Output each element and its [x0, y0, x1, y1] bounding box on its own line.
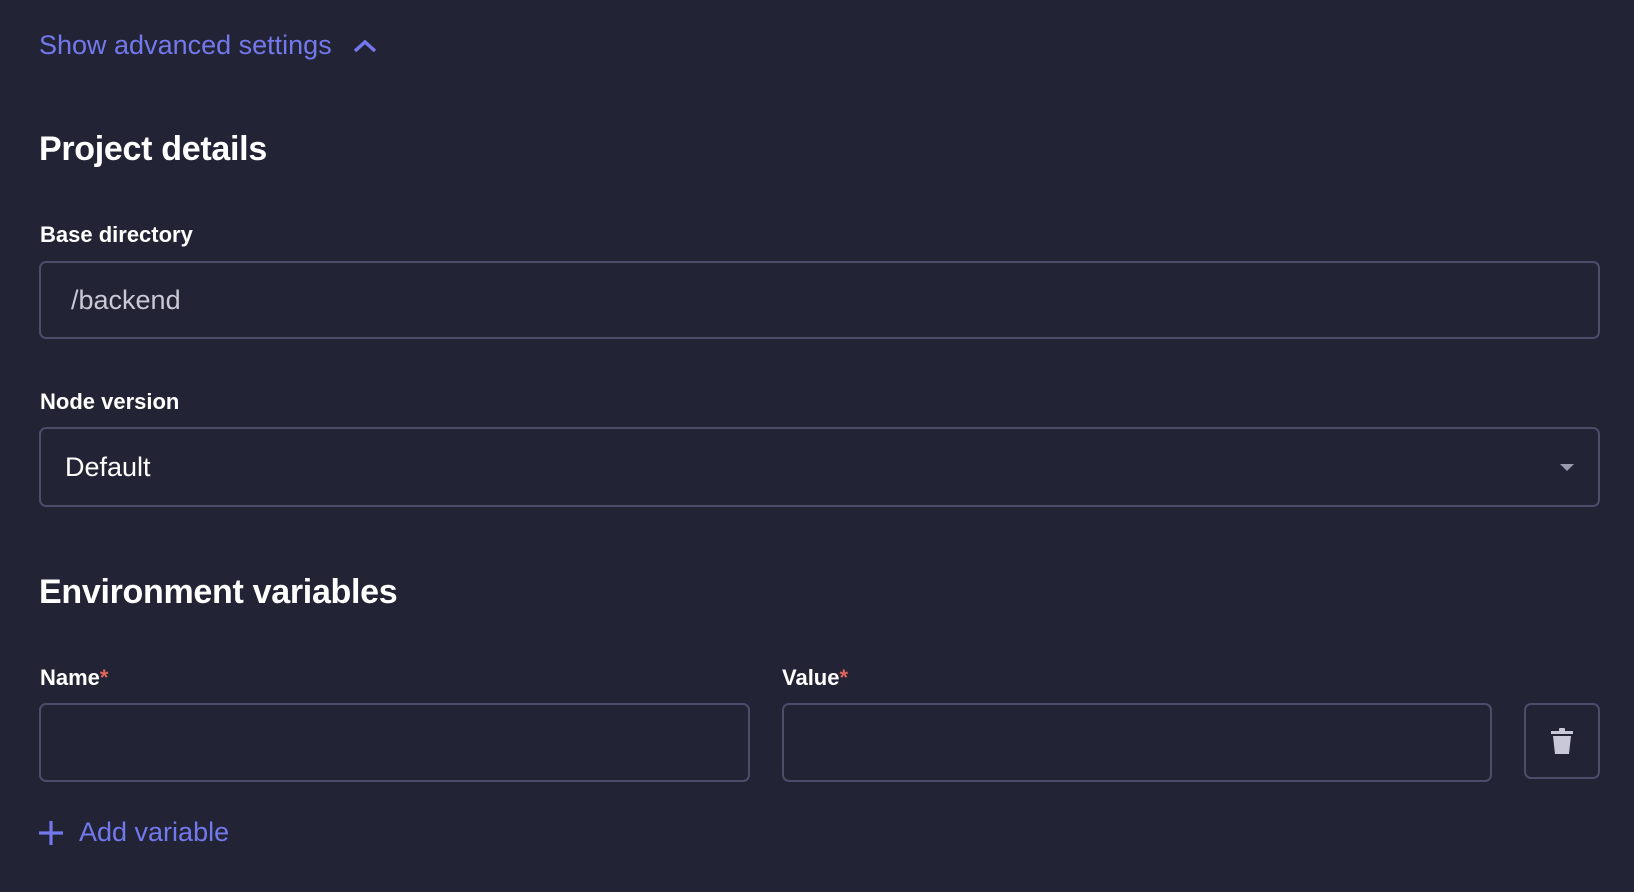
show-advanced-settings-label: Show advanced settings	[39, 30, 332, 60]
environment-variables-heading: Environment variables	[39, 573, 398, 611]
env-value-input[interactable]	[782, 703, 1492, 782]
dropdown-caret-icon	[1560, 463, 1574, 471]
env-value-label: Value*	[782, 665, 849, 690]
project-details-heading: Project details	[39, 130, 267, 168]
env-name-input[interactable]	[39, 703, 750, 782]
env-name-label: Name*	[40, 665, 109, 690]
add-variable-button[interactable]: Add variable	[38, 817, 229, 848]
required-asterisk: *	[839, 665, 849, 690]
node-version-select[interactable]: Default	[39, 427, 1600, 507]
required-asterisk: *	[99, 665, 109, 690]
chevron-up-icon	[353, 39, 376, 52]
node-version-selected-value: Default	[65, 451, 151, 482]
plus-icon	[39, 820, 63, 845]
base-directory-label: Base directory	[40, 222, 193, 247]
node-version-label: Node version	[40, 389, 180, 414]
add-variable-label: Add variable	[79, 817, 230, 847]
show-advanced-settings-toggle[interactable]: Show advanced settings	[39, 30, 378, 61]
trash-icon	[1551, 728, 1573, 754]
delete-variable-button[interactable]	[1524, 703, 1600, 779]
base-directory-input[interactable]	[39, 261, 1600, 339]
